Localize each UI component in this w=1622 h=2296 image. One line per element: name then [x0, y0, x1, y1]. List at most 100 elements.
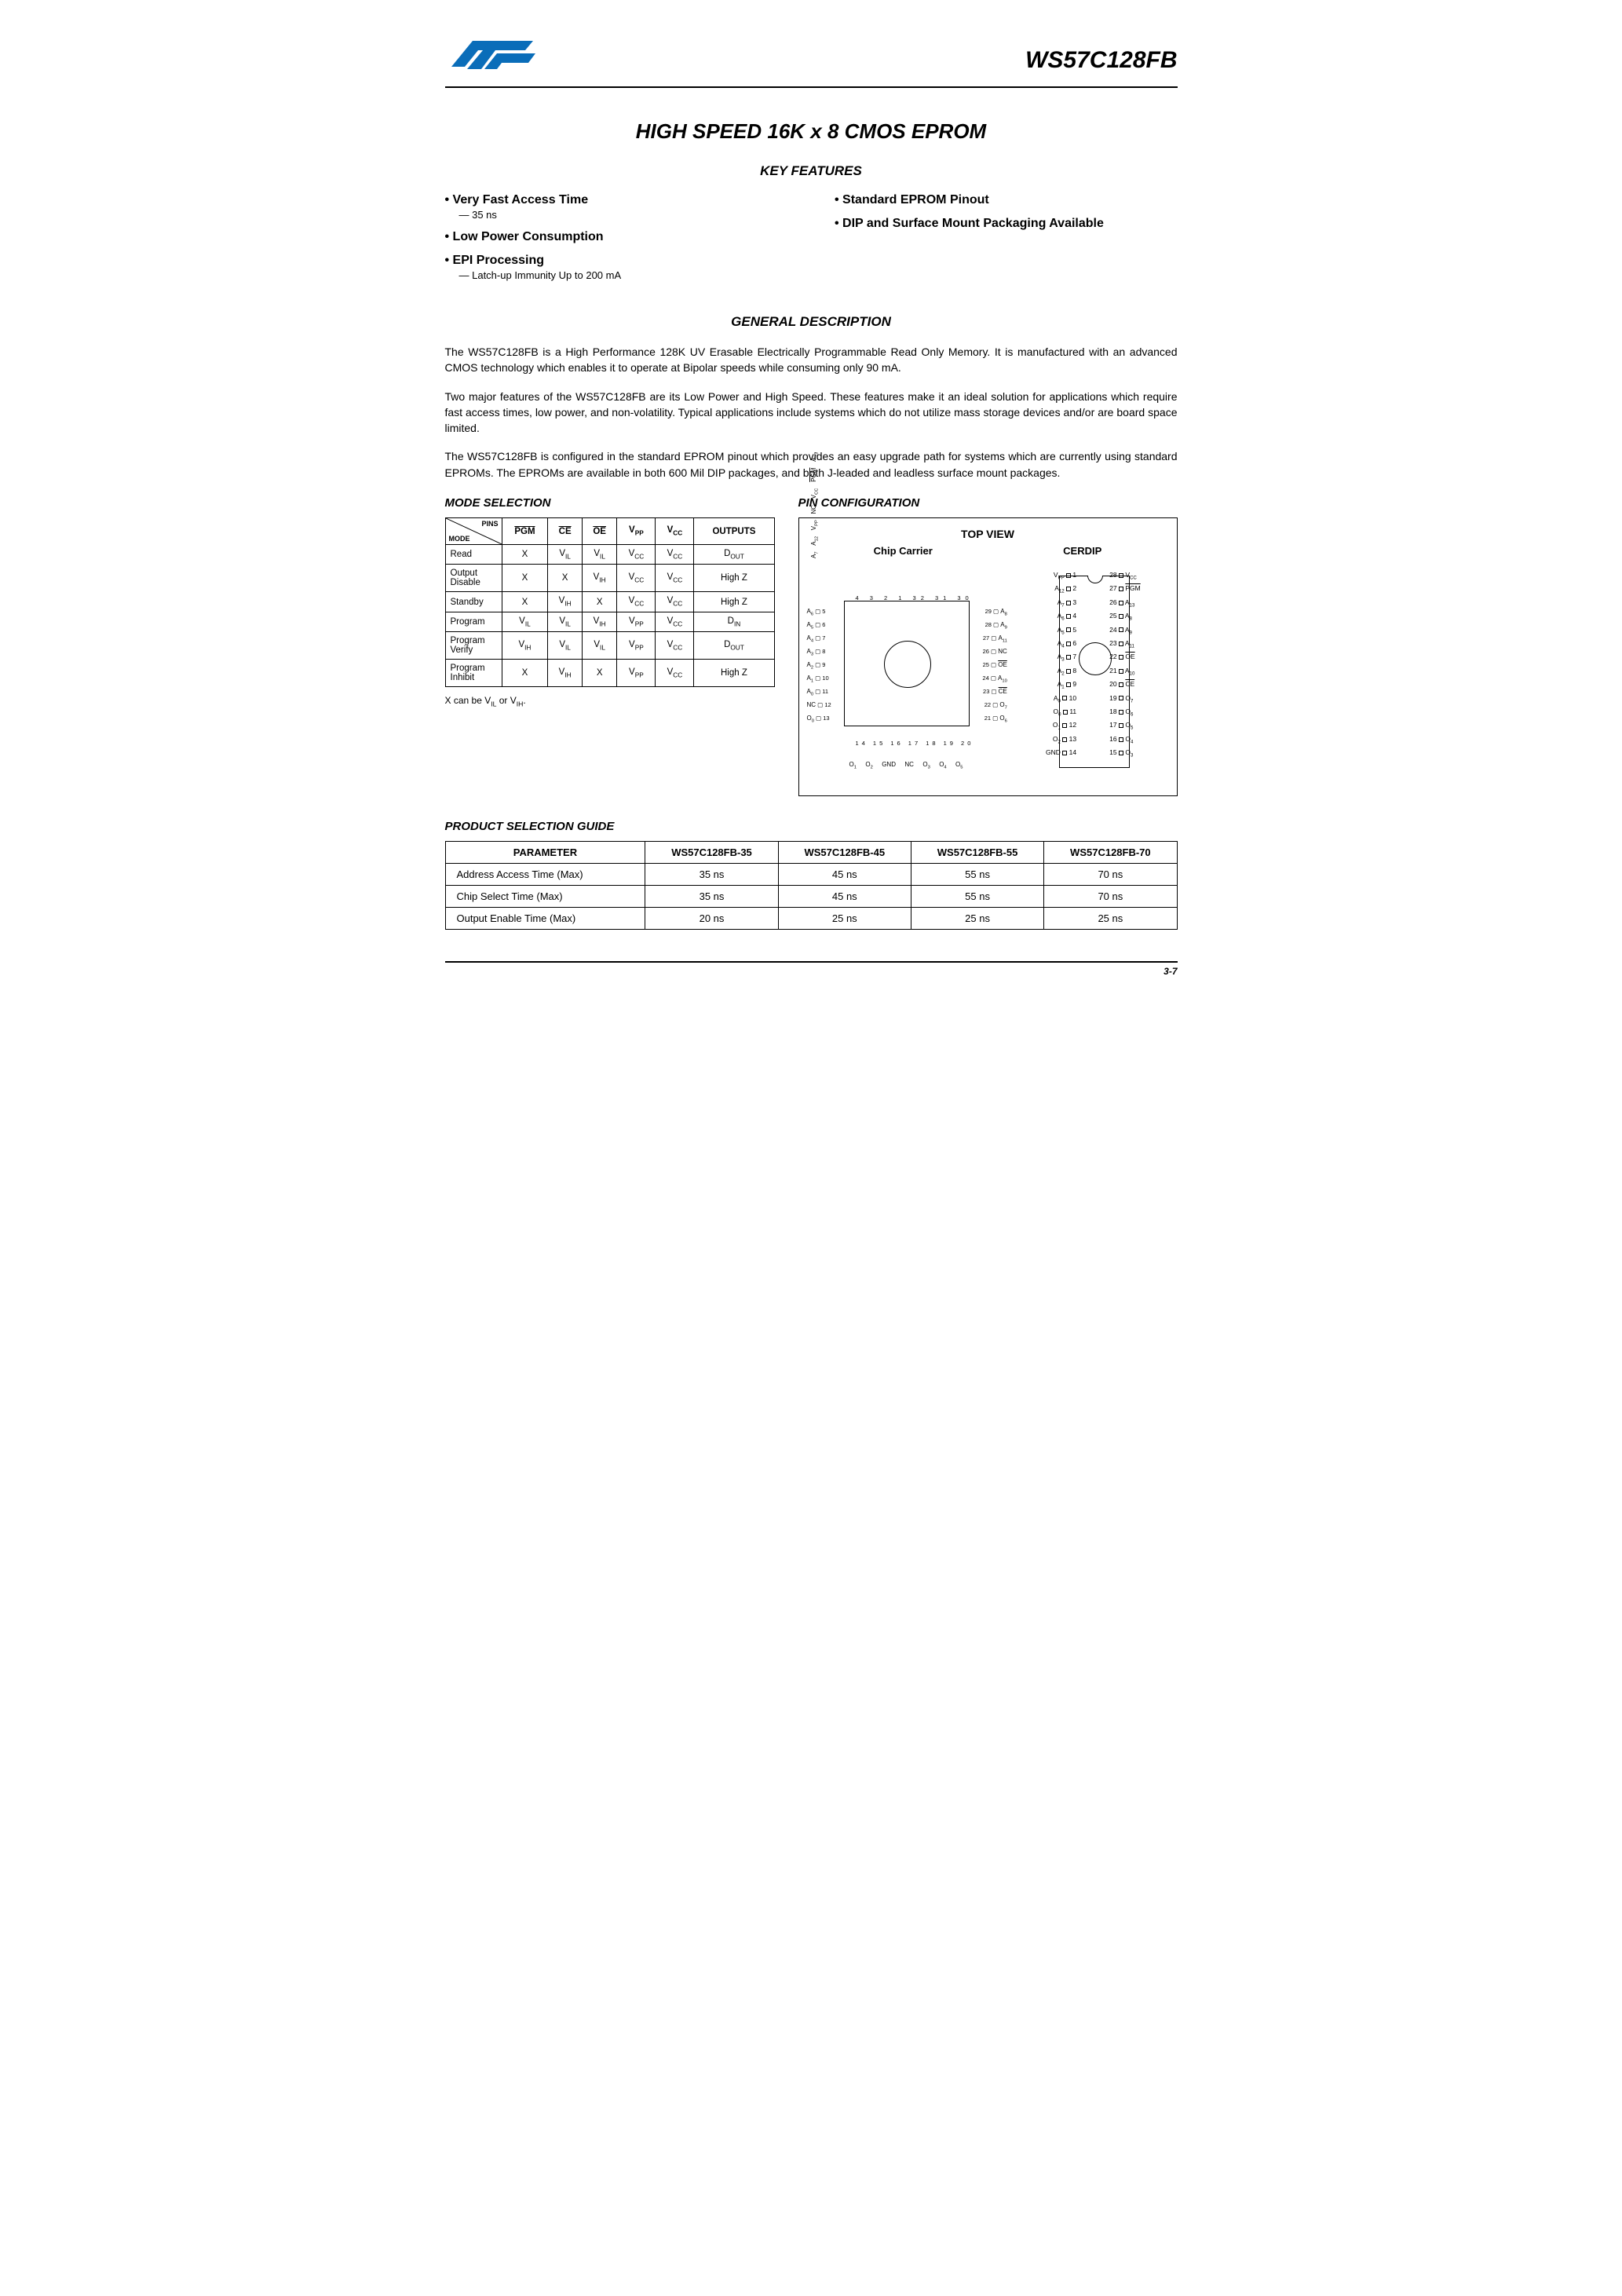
- guide-header: PARAMETER: [445, 842, 645, 864]
- description-paragraph: Two major features of the WS57C128FB are…: [445, 389, 1178, 437]
- footer-divider: 3-7: [445, 961, 1178, 977]
- guide-value: 25 ns: [1044, 908, 1177, 930]
- cerdip-pin-row: A5 524 A9: [1033, 626, 1155, 636]
- mode-cell: VIL: [548, 612, 583, 631]
- mode-selection-col: MODE SELECTION PINS MODE PGM CE OE VPP V…: [445, 496, 775, 796]
- general-description-header: GENERAL DESCRIPTION: [445, 314, 1178, 330]
- features-right-col: • Standard EPROM Pinout • DIP and Surface…: [835, 193, 1178, 291]
- product-guide-table: PARAMETERWS57C128FB-35WS57C128FB-45WS57C…: [445, 841, 1178, 930]
- plcc-pin: A1 ▢ 10: [807, 671, 831, 685]
- col-vpp: VPP: [617, 518, 656, 545]
- mode-cell: X: [502, 659, 548, 686]
- cerdip-pin-row: O1 1217 O5: [1033, 721, 1155, 731]
- plcc-edge-label: A7: [810, 552, 820, 559]
- main-title: HIGH SPEED 16K x 8 CMOS EPROM: [445, 119, 1178, 144]
- mode-cell: VCC: [617, 592, 656, 612]
- mode-cell: DIN: [694, 612, 774, 631]
- mode-cell: VIH: [582, 612, 616, 631]
- plcc-edge-label: O3: [922, 761, 930, 770]
- guide-header: WS57C128FB-35: [645, 842, 778, 864]
- chip-carrier-label: Chip Carrier: [874, 545, 933, 557]
- feature-item: • Standard EPROM Pinout: [835, 193, 1178, 207]
- mode-cell: High Z: [694, 592, 774, 612]
- plcc-pin: A2 ▢ 9: [807, 658, 831, 671]
- key-features-header: KEY FEATURES: [445, 163, 1178, 179]
- plcc-pin: A6 ▢ 5: [807, 605, 831, 618]
- mode-cell: VIL: [548, 545, 583, 565]
- plcc-pin: 26 ▢ NC: [982, 645, 1006, 658]
- chip-carrier-diagram: A7A12VPPNCVCCPGMA13 4 3 2 1 32 31 30 A6 …: [809, 561, 1006, 773]
- guide-param: Chip Select Time (Max): [445, 886, 645, 908]
- plcc-pin: 25 ▢ OE: [982, 658, 1006, 671]
- mode-selection-table: PINS MODE PGM CE OE VPP VCC OUTPUTS Read…: [445, 517, 775, 687]
- feature-title: • Low Power Consumption: [445, 230, 788, 244]
- plcc-pin: NC ▢ 12: [807, 698, 831, 711]
- mode-name: Standby: [445, 592, 502, 612]
- mode-cell: VIL: [548, 631, 583, 659]
- col-oe: OE: [582, 518, 616, 545]
- cerdip-pin-row: A1 920 CE: [1033, 680, 1155, 690]
- cerdip-pin-row: A12 227 PGM: [1033, 584, 1155, 594]
- st-logo-icon: [445, 31, 539, 79]
- table-row: Address Access Time (Max)35 ns45 ns55 ns…: [445, 864, 1177, 886]
- mode-cell: VIH: [582, 565, 616, 592]
- mode-cell: X: [502, 592, 548, 612]
- mode-cell: VIL: [582, 545, 616, 565]
- cerdip-pin-row: A4 623 A11: [1033, 639, 1155, 649]
- cerdip-pin-row: O0 1118 O6: [1033, 707, 1155, 718]
- table-row: Chip Select Time (Max)35 ns45 ns55 ns70 …: [445, 886, 1177, 908]
- mode-cell: VIH: [502, 631, 548, 659]
- mode-cell: X: [582, 592, 616, 612]
- plcc-edge-label: NC: [904, 761, 914, 770]
- feature-title: • DIP and Surface Mount Packaging Availa…: [835, 217, 1178, 231]
- mode-cell: VPP: [617, 612, 656, 631]
- plcc-edge-label: NC: [810, 505, 820, 514]
- guide-value: 35 ns: [645, 864, 778, 886]
- mode-cell: VIH: [548, 659, 583, 686]
- mode-cell: VCC: [656, 659, 694, 686]
- feature-title: • Standard EPROM Pinout: [835, 193, 1178, 207]
- guide-value: 25 ns: [911, 908, 1043, 930]
- guide-title: PRODUCT SELECTION GUIDE: [445, 820, 1178, 833]
- mode-cell: VIL: [502, 612, 548, 631]
- cerdip-pin-row: O2 1316 O4: [1033, 735, 1155, 745]
- feature-item: • Low Power Consumption: [445, 230, 788, 244]
- cerdip-pin-row: A6 425 A8: [1033, 612, 1155, 622]
- mode-cell: VCC: [656, 592, 694, 612]
- cerdip-pin-row: A0 1019 O7: [1033, 694, 1155, 704]
- mode-name: ProgramInhibit: [445, 659, 502, 686]
- plcc-edge-label: O4: [939, 761, 946, 770]
- features-row: • Very Fast Access Time— 35 ns • Low Powe…: [445, 193, 1178, 291]
- mode-name: ProgramVerify: [445, 631, 502, 659]
- mode-cell: VCC: [656, 565, 694, 592]
- table-row: ProgramVerifyVIHVILVILVPPVCCDOUT: [445, 631, 774, 659]
- mode-cell: VIL: [582, 631, 616, 659]
- plcc-edge-label: O5: [955, 761, 963, 770]
- guide-value: 25 ns: [778, 908, 911, 930]
- cerdip-pin-row: VPP 128 VCC: [1033, 571, 1155, 581]
- guide-param: Address Access Time (Max): [445, 864, 645, 886]
- guide-param: Output Enable Time (Max): [445, 908, 645, 930]
- mode-cell: VIH: [548, 592, 583, 612]
- page-header: WS57C128FB: [445, 31, 1178, 79]
- mode-cell: DOUT: [694, 631, 774, 659]
- pins-label: PINS: [481, 520, 498, 528]
- mode-cell: High Z: [694, 659, 774, 686]
- table-row: StandbyXVIHXVCCVCCHigh Z: [445, 592, 774, 612]
- guide-value: 20 ns: [645, 908, 778, 930]
- plcc-pin: O0 ▢ 13: [807, 711, 831, 725]
- page-number: 3-7: [445, 966, 1178, 977]
- plcc-edge-label: A12: [810, 536, 820, 546]
- feature-title: • Very Fast Access Time: [445, 193, 788, 207]
- pin-config-title: PIN CONFIGURATION: [798, 496, 1178, 510]
- mode-cell: X: [502, 545, 548, 565]
- mode-name: OutputDisable: [445, 565, 502, 592]
- mode-label: MODE: [449, 535, 470, 543]
- feature-item: • Very Fast Access Time— 35 ns: [445, 193, 788, 221]
- table-row: OutputDisableXXVIHVCCVCCHigh Z: [445, 565, 774, 592]
- cerdip-label: CERDIP: [1063, 545, 1101, 557]
- table-row: ProgramInhibitXVIHXVPPVCCHigh Z: [445, 659, 774, 686]
- mode-cell: DOUT: [694, 545, 774, 565]
- col-ce: CE: [548, 518, 583, 545]
- plcc-edge-label: GND: [882, 761, 896, 770]
